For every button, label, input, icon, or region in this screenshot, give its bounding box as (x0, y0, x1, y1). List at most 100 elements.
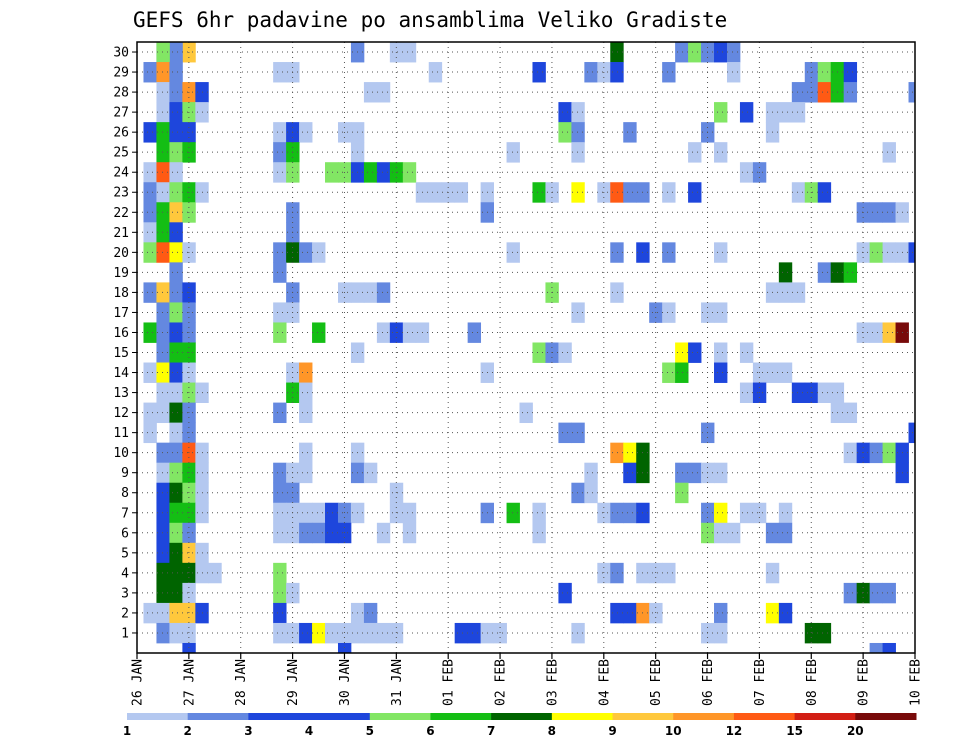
y-tick-label: 22 (113, 206, 129, 221)
heatmap-cell (169, 622, 183, 644)
heatmap-cell (662, 182, 676, 203)
heatmap-cell (675, 462, 689, 484)
chart-title: GEFS 6hr padavine po ansamblima Veliko G… (133, 8, 727, 32)
colorbar-segment (248, 713, 310, 720)
heatmap-cell (156, 462, 170, 484)
colorbar-label: 20 (847, 724, 864, 738)
heatmap-cell (882, 202, 896, 223)
heatmap-cell (182, 542, 196, 564)
heatmap-cell (143, 282, 157, 303)
heatmap-cell (156, 102, 170, 123)
heatmap-cell (363, 462, 378, 484)
heatmap-cell (182, 622, 196, 644)
x-tick-label: 04 FEB (597, 659, 612, 706)
heatmap-cell (739, 342, 754, 363)
heatmap-cell (156, 162, 170, 183)
y-tick-label: 4 (121, 566, 129, 581)
heatmap-cell (169, 222, 183, 243)
heatmap-cell (739, 382, 754, 403)
heatmap-cell (143, 322, 157, 343)
heatmap-cell (156, 202, 170, 223)
heatmap-cell (169, 502, 183, 524)
heatmap-cell (506, 242, 520, 263)
heatmap-cell (869, 442, 883, 464)
heatmap-cell (558, 122, 572, 143)
heatmap-cell (739, 102, 754, 123)
y-tick-label: 1 (121, 626, 129, 641)
heatmap-cell (169, 422, 183, 444)
heatmap-cell (169, 482, 183, 504)
y-tick-label: 9 (121, 466, 129, 481)
heatmap-cell (519, 402, 533, 424)
heatmap-cell (662, 302, 676, 323)
heatmap-cell (169, 62, 183, 83)
heatmap-cell (714, 362, 728, 383)
heatmap-cell (325, 162, 339, 183)
x-tick-label: 06 FEB (701, 659, 716, 706)
heatmap-cell (299, 382, 313, 403)
heatmap-cell (843, 582, 858, 604)
heatmap-cell (273, 402, 287, 424)
heatmap-cell (169, 342, 183, 363)
heatmap-cell (273, 522, 287, 544)
heatmap-cell (454, 182, 469, 203)
heatmap-cell (584, 482, 598, 504)
heatmap-cell (273, 122, 287, 143)
heatmap-cell (312, 322, 326, 343)
heatmap-cell (778, 262, 793, 283)
heatmap-cell (610, 442, 624, 464)
heatmap-cell (610, 502, 624, 524)
heatmap-cell (675, 342, 689, 363)
colorbar-segment (127, 713, 189, 720)
heatmap-cell (273, 562, 287, 584)
heatmap-cells (143, 42, 916, 654)
heatmap-cell (156, 322, 170, 343)
heatmap-cell (817, 82, 832, 103)
heatmap-cell (273, 602, 287, 624)
colorbar-label: 7 (487, 724, 495, 738)
heatmap-cell (273, 62, 287, 83)
heatmap-cell (143, 162, 157, 183)
heatmap-cell (714, 502, 728, 524)
heatmap-cell (726, 522, 741, 544)
colorbar-label: 15 (786, 724, 803, 738)
heatmap-cell (714, 522, 728, 544)
y-tick-label: 28 (113, 86, 129, 101)
heatmap-cell (571, 142, 585, 163)
heatmap-cell (169, 382, 183, 403)
heatmap-cell (714, 302, 728, 323)
heatmap-cell (169, 282, 183, 303)
heatmap-cell (169, 102, 183, 123)
heatmap-cell (156, 282, 170, 303)
heatmap-cell (156, 602, 170, 624)
colorbar-label: 5 (366, 724, 374, 738)
colorbar-segment (309, 713, 371, 720)
heatmap-cell (169, 322, 183, 343)
heatmap-cell (571, 302, 585, 323)
heatmap-cell (532, 522, 546, 544)
heatmap-cell (312, 242, 326, 263)
heatmap-cell (532, 62, 546, 83)
heatmap-cell (571, 422, 585, 444)
heatmap-cell (156, 222, 170, 243)
heatmap-cell (584, 462, 598, 484)
heatmap-cell (156, 302, 170, 323)
colorbar-segment (673, 713, 735, 720)
heatmap-cell (726, 62, 741, 83)
heatmap-cell (299, 462, 313, 484)
y-tick-label: 30 (113, 46, 129, 61)
heatmap-cell (778, 282, 793, 303)
y-tick-label: 13 (113, 386, 129, 401)
heatmap-cell (778, 502, 793, 524)
y-tick-label: 3 (121, 586, 129, 601)
colorbar: 1 2 3 4 5 6 7 8 9 10 12 15 20 (123, 713, 917, 738)
x-tick-label: 02 FEB (494, 659, 509, 706)
heatmap-cell (623, 182, 637, 203)
heatmap-cell (778, 102, 793, 123)
heatmap-cell (156, 502, 170, 524)
heatmap-cell (882, 242, 896, 263)
heatmap-cell (143, 362, 157, 383)
heatmap-cell (156, 142, 170, 163)
heatmap-cell (273, 502, 287, 524)
heatmap-cell (597, 562, 611, 584)
